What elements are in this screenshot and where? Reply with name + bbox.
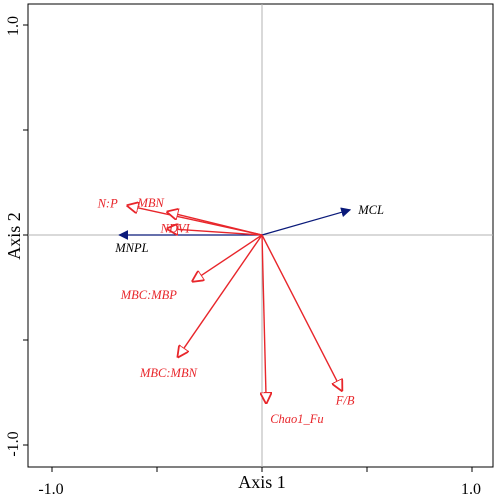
vector-arrow-chao1-fu <box>262 234 266 403</box>
axis-ticks <box>23 24 473 472</box>
y-tick-label-max: 1.0 <box>5 16 22 36</box>
x-tick-label-min: -1.0 <box>38 481 63 498</box>
vector-label-n-p: N:P <box>97 197 119 211</box>
y-axis-title: Axis 2 <box>4 212 24 260</box>
x-tick-label-max: 1.0 <box>461 481 481 498</box>
vector-arrow-mcl <box>261 207 352 236</box>
vector-arrow-f-b <box>261 234 342 390</box>
vector-label-ndvi: NDVI <box>160 222 191 236</box>
vector-label-f-b: F/B <box>335 393 355 407</box>
vector-arrow-mbc-mbp <box>193 234 263 281</box>
vector-label-mcl: MCL <box>357 203 384 217</box>
vector-label-mbc-mbp: MBC:MBP <box>120 288 178 302</box>
vector-arrow-ndvi <box>168 229 263 236</box>
vector-label-mnpl: MNPL <box>114 241 148 255</box>
vector-label-chao1-fu: Chao1_Fu <box>270 412 323 426</box>
x-axis-title: Axis 1 <box>238 472 286 492</box>
vector-label-mbc-mbn: MBC:MBN <box>139 366 198 380</box>
y-tick-label-min: -1.0 <box>5 431 22 456</box>
vector-label-mbn: MBN <box>137 196 165 210</box>
vector-layer: MCL MNPL N:P MBN NDVI MBC:MBP MBC:MBN Chao1_Fu F… <box>97 196 384 426</box>
vector-arrow-mbn <box>168 212 263 236</box>
vector-arrow-mbc-mbn <box>178 234 263 357</box>
